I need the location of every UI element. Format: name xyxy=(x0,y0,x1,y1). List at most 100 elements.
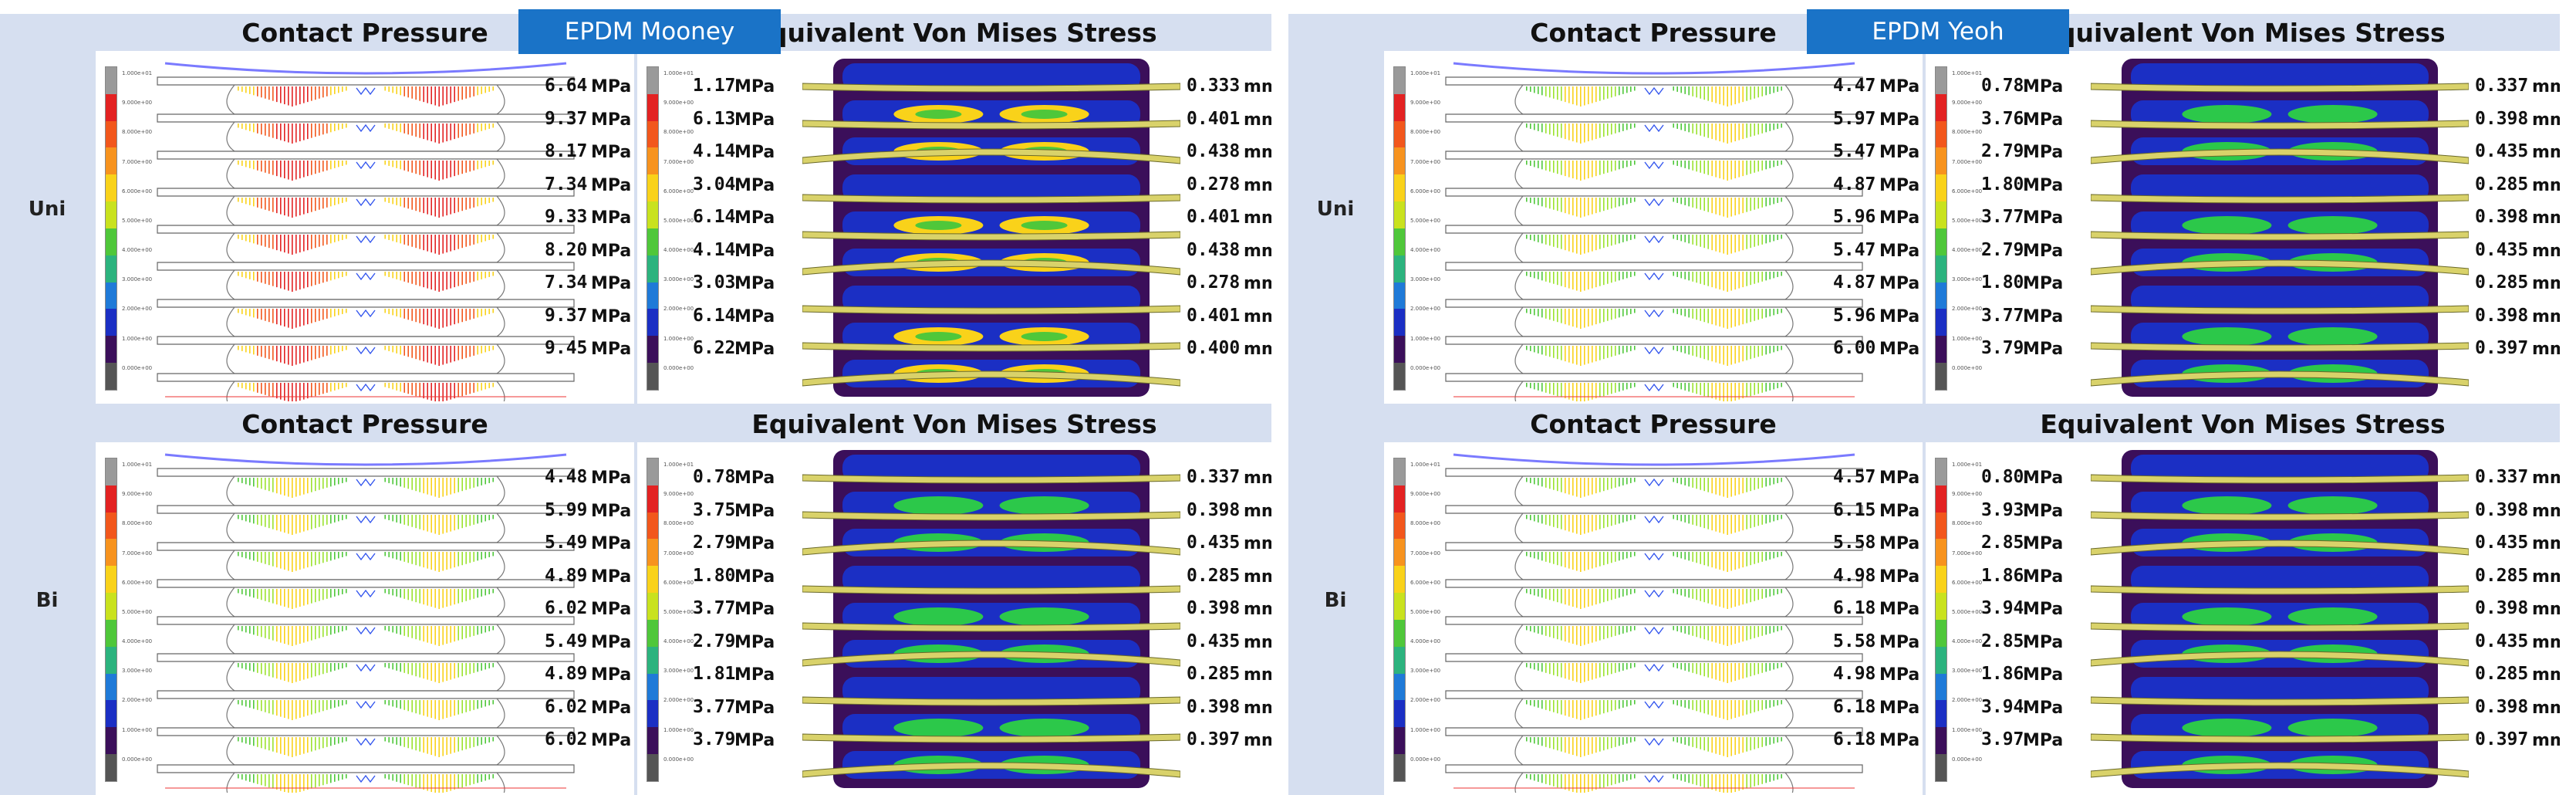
displacement-values-value: 0.435 xyxy=(2475,533,2529,553)
legend-swatch xyxy=(1394,228,1405,255)
legend-tick-label: 6.000e+00 xyxy=(663,188,694,195)
contact-top-band xyxy=(164,62,567,75)
stress-unit-label: MPa xyxy=(734,632,775,652)
stress-unit-label: MPa xyxy=(2023,274,2064,293)
displacement-values: 0.333 0.401 0.438 0.278 0.401 0.438 0.278 0.401… xyxy=(1187,76,1240,371)
legend-swatch xyxy=(106,93,116,121)
plate-band xyxy=(2091,342,2469,352)
legend-swatch xyxy=(106,673,116,701)
displacement-values-value: 0.285 xyxy=(2475,664,2529,684)
plate-outline xyxy=(1445,727,1863,736)
center-marker xyxy=(1644,161,1664,170)
plate-outline xyxy=(157,653,575,662)
legend-tick-label: 4.000e+00 xyxy=(663,247,694,254)
von-mises-values-value: 3.77 xyxy=(1981,305,2024,326)
contact-pressure-values-value: 5.47 xyxy=(1833,239,1876,260)
legend-swatch xyxy=(647,174,658,202)
contact-pressure-values-value: 4.47 xyxy=(1833,76,1876,96)
legend-swatch xyxy=(106,228,116,255)
legend-swatch xyxy=(1936,255,1946,282)
stress-hotspot xyxy=(2182,607,2272,626)
displacement-values-value: 0.285 xyxy=(2475,174,2529,195)
stress-unit-label: MPa xyxy=(734,175,775,195)
plate-band xyxy=(2091,120,2469,130)
stress-unit: MPa MPa MPa MPa MPa MPa MPa MPa MPa xyxy=(734,77,775,373)
legend-tick-label: 1.000e+00 xyxy=(663,335,694,342)
legend-tick-label: 5.000e+00 xyxy=(122,217,153,224)
legend-swatch xyxy=(106,147,116,175)
contact-pressure-panel: Contact Pressure 1.000e+01 9.000e+00 8.000e… xyxy=(1384,14,1923,404)
center-marker xyxy=(356,478,376,487)
displacement-values-value: 0.398 xyxy=(1187,598,1241,618)
displacement-unit: mm mm mm mm mm mm mm mm mm xyxy=(2532,469,2560,764)
pressure-unit-label: MPa xyxy=(1879,77,1920,96)
displacement-unit-label: mm xyxy=(2532,143,2560,162)
contact-pressure-values: 4.48 5.99 5.49 4.89 6.02 5.49 4.89 6.02 6.02 xyxy=(545,467,587,763)
legend-tick-label: 4.000e+00 xyxy=(1952,247,1983,254)
legend-swatch xyxy=(106,619,116,647)
stress-unit: MPa MPa MPa MPa MPa MPa MPa MPa MPa xyxy=(2023,469,2063,764)
von-mises-values-value: 3.77 xyxy=(1981,207,2024,227)
plate-band xyxy=(802,474,1180,484)
plate-outline xyxy=(157,542,575,551)
von-mises-values: 0.80 3.93 2.85 1.86 3.94 2.85 1.86 3.94 3.97 xyxy=(1981,467,2024,763)
center-marker xyxy=(1644,700,1664,709)
displacement-unit-label: mm xyxy=(1244,110,1271,130)
legend-tick-label: 1.000e+00 xyxy=(122,335,153,342)
legend-tick-label: 2.000e+00 xyxy=(1410,697,1441,704)
stress-hotspot-core xyxy=(1021,110,1068,119)
center-marker xyxy=(356,663,376,672)
legend-tick-label: 1.000e+00 xyxy=(1952,726,1983,733)
legend-tick-labels: 1.000e+01 9.000e+00 8.000e+00 7.000e+00 6.00… xyxy=(1952,70,1983,395)
legend-swatch xyxy=(647,727,658,755)
legend-tick-label: 9.000e+00 xyxy=(663,100,694,107)
plate-outline xyxy=(157,616,575,625)
stress-unit-label: MPa xyxy=(2023,665,2064,685)
legend-tick-label: 4.000e+00 xyxy=(1410,638,1441,645)
legend-tick-label: 6.000e+00 xyxy=(122,579,153,586)
contact-pressure-values-value: 4.48 xyxy=(545,467,588,487)
plate-outline xyxy=(157,764,575,773)
legend-swatch xyxy=(1394,485,1405,513)
plate-outline xyxy=(157,373,575,382)
contact-pressure-values-value: 5.49 xyxy=(545,533,588,553)
displacement-values-value: 0.397 xyxy=(1187,729,1241,749)
von-mises-values-value: 2.85 xyxy=(1981,631,2024,651)
plate-band xyxy=(802,259,1180,276)
displacement-unit-label: mm xyxy=(1244,665,1271,685)
displacement-values-value: 0.337 xyxy=(1187,467,1241,487)
displacement-unit-label: mm xyxy=(2532,632,2560,652)
plate-outline xyxy=(1445,653,1863,662)
pressure-unit-label: MPa xyxy=(1879,306,1920,326)
displacement-unit-label: mm xyxy=(2532,501,2560,521)
plate-outline xyxy=(1445,764,1863,773)
contact-pressure-values-value: 6.64 xyxy=(545,76,588,96)
legend-colorbar xyxy=(105,66,117,391)
plate-outline xyxy=(157,505,575,514)
plate-outline xyxy=(1445,336,1863,345)
contact-pressure-values: 6.64 9.37 8.17 7.34 9.33 8.20 7.34 9.37 9.45 xyxy=(545,76,587,371)
legend-tick-label: 9.000e+00 xyxy=(1410,491,1441,498)
pressure-unit-label: MPa xyxy=(1879,665,1920,685)
center-marker xyxy=(1644,663,1664,672)
stress-unit-label: MPa xyxy=(734,567,775,587)
legend-swatch xyxy=(106,336,116,364)
plate-band xyxy=(2091,540,2469,556)
contact-pressure-values-value: 8.20 xyxy=(545,239,588,260)
pressure-unit-label: MPa xyxy=(1879,241,1920,261)
von-mises-values-value: 2.79 xyxy=(1981,239,2024,260)
legend-tick-label: 5.000e+00 xyxy=(1410,217,1441,224)
plate-band xyxy=(2091,259,2469,276)
legend-swatch xyxy=(1936,754,1946,781)
displacement-unit-label: mm xyxy=(2532,731,2560,750)
plate-band xyxy=(802,83,1180,93)
legend-swatch xyxy=(106,458,116,485)
legend-swatch xyxy=(1394,673,1405,701)
stress-hotspot xyxy=(2287,327,2378,346)
legend-tick-labels: 1.000e+01 9.000e+00 8.000e+00 7.000e+00 6.00… xyxy=(663,462,694,787)
legend-tick-label: 3.000e+00 xyxy=(1410,668,1441,675)
center-marker xyxy=(356,309,376,318)
plate-band xyxy=(2091,474,2469,484)
plate-band xyxy=(802,696,1180,706)
plate-outline xyxy=(1445,505,1863,514)
